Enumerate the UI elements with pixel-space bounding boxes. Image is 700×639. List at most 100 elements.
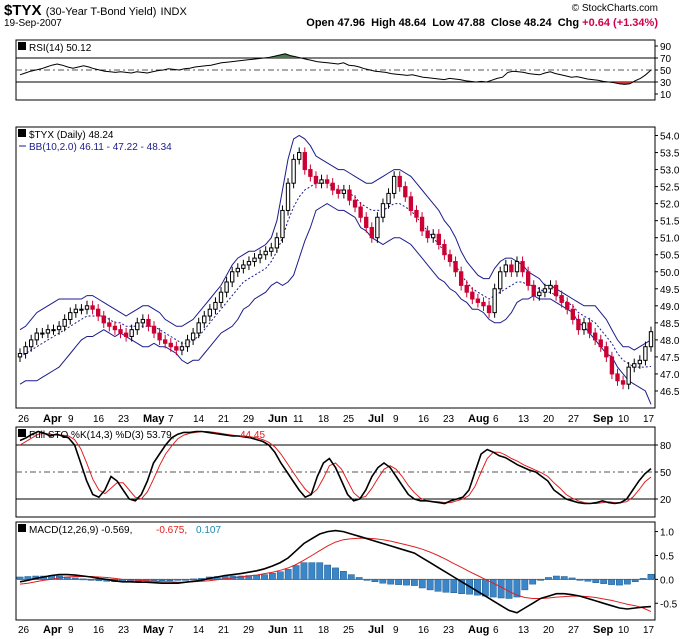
x-axis-bottom-label: 14 bbox=[193, 625, 205, 636]
candle-body bbox=[168, 342, 173, 348]
x-axis-bottom-label: 9 bbox=[68, 625, 74, 636]
macd-histogram-bar bbox=[600, 579, 608, 584]
candle-body bbox=[542, 288, 548, 293]
candle-body bbox=[447, 254, 453, 263]
x-axis-top-label: Sep bbox=[593, 413, 613, 425]
candle-body bbox=[620, 380, 626, 385]
price-tick-label: 51.0 bbox=[660, 234, 680, 245]
candle-body bbox=[503, 264, 508, 273]
macd-histogram-bar bbox=[300, 562, 308, 580]
macd-histogram-bar bbox=[552, 575, 560, 580]
macd-histogram-bar bbox=[529, 579, 537, 585]
price-tick-label: 48.0 bbox=[660, 336, 680, 347]
candle-body bbox=[62, 318, 67, 327]
sto-legend-swatch bbox=[18, 429, 26, 437]
macd-line bbox=[19, 529, 652, 614]
price-tick-label: 50.5 bbox=[660, 251, 680, 262]
candle-body bbox=[352, 199, 358, 208]
candle-body bbox=[56, 325, 62, 331]
candle-body bbox=[23, 346, 28, 355]
x-axis-top-label: Jul bbox=[368, 413, 384, 425]
macd-histogram-bar bbox=[355, 577, 363, 580]
rsi-tick-label: 90 bbox=[660, 42, 672, 53]
x-axis-top-label: 21 bbox=[218, 414, 230, 425]
x-axis-top-label: May bbox=[143, 413, 165, 425]
candle-body bbox=[151, 325, 157, 334]
macd-histogram-bar bbox=[505, 579, 513, 599]
candle-body bbox=[252, 257, 257, 263]
candle-body bbox=[101, 315, 106, 324]
candle-body bbox=[140, 318, 146, 324]
sto-tick-label: 20 bbox=[660, 495, 672, 506]
sto-legend-d: 44.45 bbox=[240, 430, 265, 441]
x-axis-top-label: 26 bbox=[18, 414, 30, 425]
candle-body bbox=[157, 332, 162, 341]
symbol-name: (30-Year T-Bond Yield) bbox=[45, 6, 157, 18]
candle-body bbox=[453, 261, 458, 273]
macd-histogram-bar bbox=[647, 574, 655, 580]
candle-body bbox=[375, 216, 380, 239]
high-label: High bbox=[371, 17, 396, 29]
candle-body bbox=[648, 331, 654, 348]
low-value: 47.88 bbox=[457, 17, 485, 29]
x-axis-top-label: 27 bbox=[568, 414, 580, 425]
price-legend-swatch bbox=[18, 129, 26, 137]
x-axis-top-label: Jun bbox=[268, 413, 288, 425]
macd-histogram-bar bbox=[158, 579, 166, 582]
macd-histogram-bar bbox=[521, 579, 529, 591]
macd-legend-signal: -0.675, bbox=[156, 525, 187, 536]
candle-body bbox=[235, 267, 240, 273]
x-axis-top-label: Apr bbox=[43, 413, 63, 425]
low-label: Low bbox=[432, 17, 455, 29]
x-axis-bottom-label: 18 bbox=[318, 625, 330, 636]
close-label: Close bbox=[491, 17, 521, 29]
macd-histogram-bar bbox=[576, 579, 584, 581]
candle-body bbox=[263, 250, 268, 256]
candle-body bbox=[397, 175, 402, 188]
macd-histogram-bar bbox=[395, 579, 403, 585]
candle-body bbox=[146, 318, 151, 327]
macd-histogram-bar bbox=[308, 562, 316, 580]
price-tick-label: 54.0 bbox=[660, 132, 680, 143]
macd-histogram-bar bbox=[268, 572, 276, 580]
price-tick-label: 52.0 bbox=[660, 200, 680, 211]
x-axis-bottom-label: 17 bbox=[643, 625, 655, 636]
macd-histogram-bar bbox=[79, 578, 87, 581]
sto-tick-label: 50 bbox=[660, 468, 672, 479]
macd-histogram-bar bbox=[316, 562, 324, 580]
candle-body bbox=[224, 281, 229, 293]
candle-body bbox=[364, 216, 369, 228]
quote-summary: Open 47.96 High 48.64 Low 47.88 Close 48… bbox=[306, 17, 658, 29]
candle-body bbox=[90, 305, 95, 310]
candle-body bbox=[498, 271, 503, 290]
candle-body bbox=[129, 329, 134, 337]
macd-histogram-bar bbox=[639, 578, 647, 580]
macd-histogram-bar bbox=[332, 567, 339, 580]
chg-label: Chg bbox=[557, 17, 580, 29]
candle-body bbox=[280, 209, 285, 239]
macd-histogram-bar bbox=[418, 579, 426, 589]
candle-body bbox=[442, 244, 447, 256]
macd-legend: MACD(12,26,9) -0.569, bbox=[29, 525, 132, 536]
open-label: Open bbox=[306, 17, 335, 29]
candle-body bbox=[190, 332, 196, 341]
macd-histogram-bar bbox=[474, 579, 481, 596]
candle-body bbox=[553, 284, 559, 297]
x-axis-top-label: 11 bbox=[293, 414, 304, 425]
candle-body bbox=[241, 264, 246, 269]
x-axis-bottom-label: 23 bbox=[118, 625, 130, 636]
rsi-legend-swatch bbox=[18, 42, 26, 50]
macd-histogram-bar bbox=[284, 569, 292, 580]
candle-body bbox=[637, 359, 643, 365]
candle-body bbox=[414, 209, 419, 218]
x-axis-bottom-label: 11 bbox=[293, 625, 304, 636]
x-axis-top-label: 25 bbox=[343, 414, 355, 425]
candle-body bbox=[576, 318, 581, 331]
candle-body bbox=[486, 305, 492, 314]
x-axis-bottom-label: 16 bbox=[418, 625, 430, 636]
candle-body bbox=[17, 353, 23, 358]
rsi-tick-label: 10 bbox=[660, 90, 672, 101]
candle-body bbox=[330, 182, 335, 191]
candle-body bbox=[308, 169, 313, 177]
macd-histogram-bar bbox=[166, 579, 174, 582]
